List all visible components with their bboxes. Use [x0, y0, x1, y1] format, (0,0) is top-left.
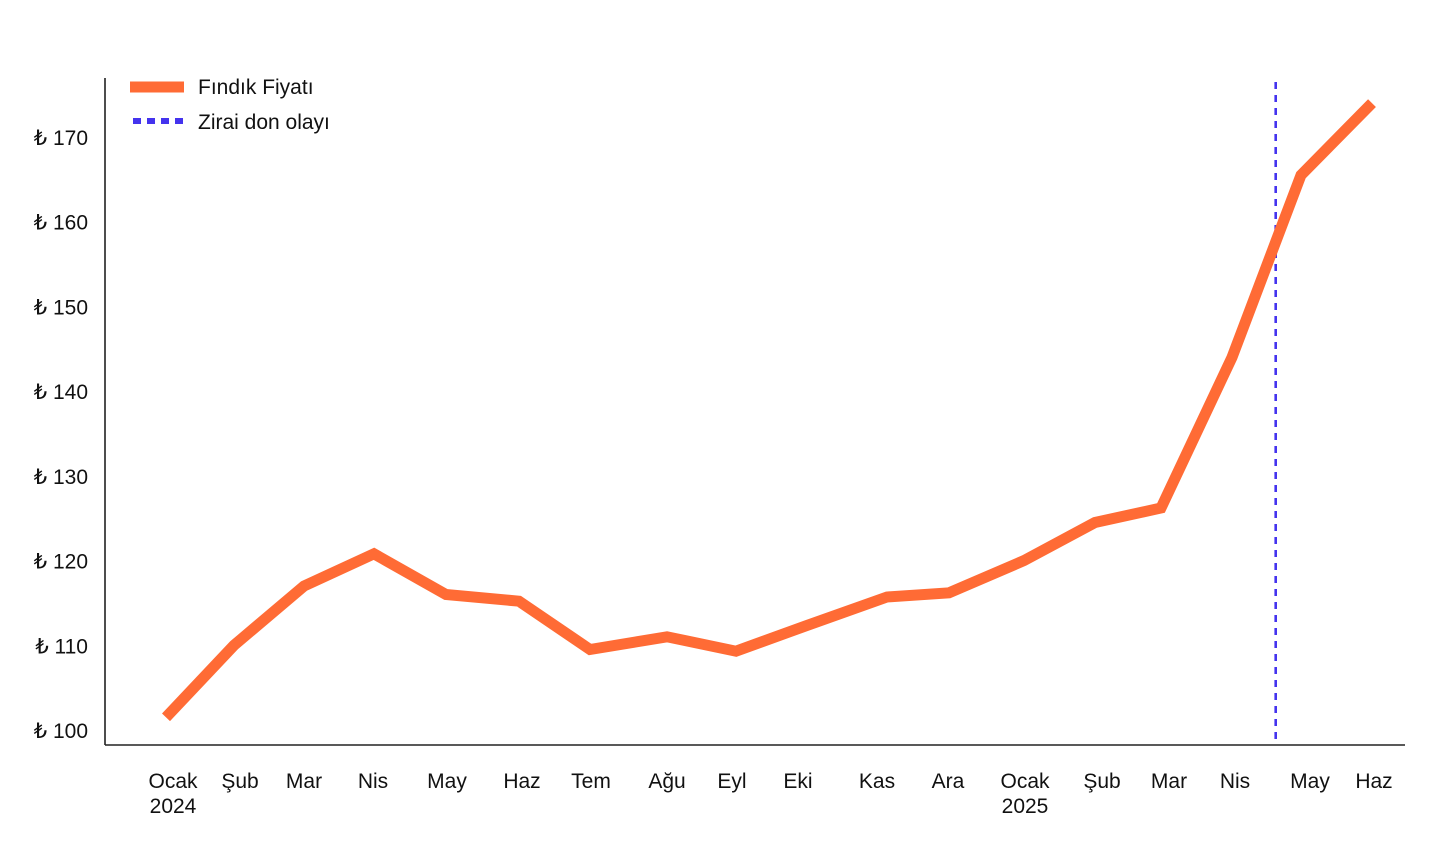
x-tick-label: Ağu [648, 770, 685, 793]
y-tick-label: ₺ 110 [35, 635, 88, 658]
x-tick-label: May [1290, 770, 1330, 793]
x-tick-label: Nis [1220, 770, 1250, 793]
x-tick-label: Haz [1355, 770, 1392, 793]
legend-label-frost: Zirai don olayı [198, 111, 330, 134]
x-tick-label: Mar [1151, 770, 1187, 793]
x-tick-label: Şub [1083, 770, 1120, 793]
y-tick-label: ₺ 140 [34, 381, 88, 404]
x-tick-year-label: 2024 [150, 795, 197, 818]
legend-label-price: Fındık Fiyatı [198, 76, 314, 99]
price-line [162, 99, 1376, 722]
series-layer [162, 99, 1376, 722]
axes [104, 78, 1405, 746]
x-tick-label: Eki [783, 770, 812, 793]
x-tick-label: Eyl [717, 770, 746, 793]
x-tick-label: Haz [503, 770, 540, 793]
y-tick-labels: ₺ 100 ₺ 110 ₺ 120 ₺ 130 ₺ 140 ₺ 150 ₺ 160 ₺ 170 [34, 127, 88, 743]
x-tick-label: Nis [358, 770, 388, 793]
x-tick-label: Ocak [1000, 770, 1050, 793]
x-tick-label: May [427, 770, 467, 793]
x-tick-label: Ocak [148, 770, 198, 793]
x-tick-label: Tem [571, 770, 611, 793]
y-tick-label: ₺ 120 [34, 551, 88, 574]
x-tick-year-label: 2025 [1002, 795, 1049, 818]
x-tick-label: Ara [932, 770, 965, 793]
y-tick-label: ₺ 160 [34, 212, 88, 235]
x-tick-label: Kas [859, 770, 895, 793]
y-tick-label: ₺ 130 [34, 466, 88, 489]
legend: Fındık Fiyatı Zirai don olayı [130, 76, 330, 134]
y-tick-label: ₺ 100 [34, 720, 88, 743]
x-tick-label: Mar [286, 770, 322, 793]
y-tick-label: ₺ 170 [34, 127, 88, 150]
x-tick-label: Şub [221, 770, 258, 793]
y-tick-label: ₺ 150 [34, 296, 88, 319]
